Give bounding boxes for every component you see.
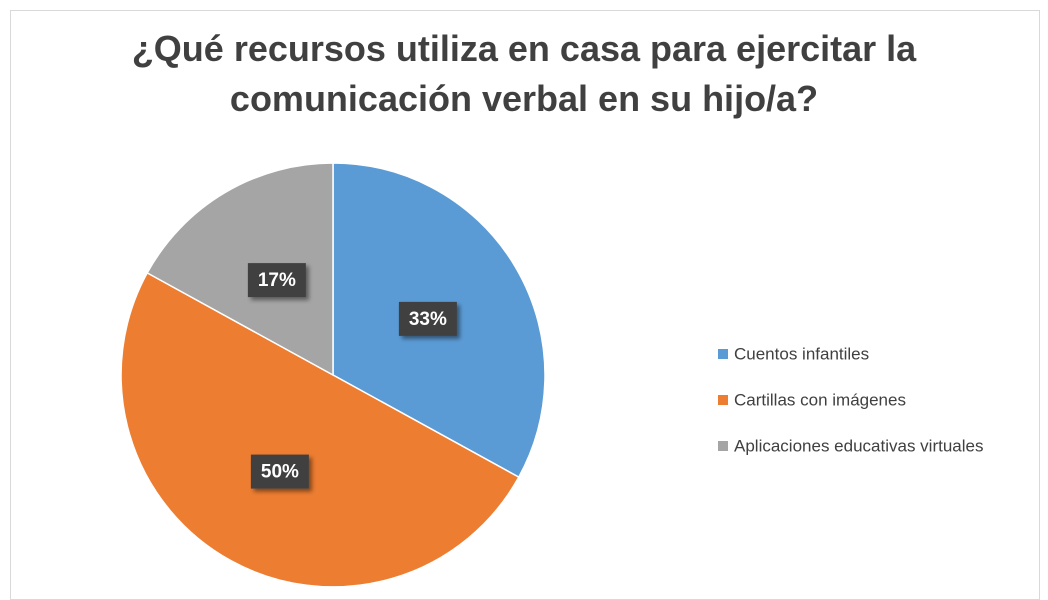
- data-label-box: [247, 263, 306, 298]
- pie-slice: [146, 162, 334, 377]
- data-label-box: [398, 301, 457, 336]
- data-label: 17%: [258, 270, 296, 291]
- legend-swatch: [718, 395, 728, 405]
- legend-label: Cuentos infantiles: [734, 344, 869, 363]
- data-label-box: [250, 454, 309, 489]
- pie-slice: [120, 271, 520, 588]
- data-label: 33%: [409, 309, 447, 330]
- legend-swatch: [718, 441, 728, 451]
- legend-swatch: [718, 349, 728, 359]
- legend-label: Aplicaciones educativas virtuales: [734, 436, 983, 455]
- legend-label: Cartillas con imágenes: [734, 390, 906, 409]
- data-label: 50%: [261, 462, 299, 483]
- chart-title: ¿Qué recursos utiliza en casa para ejerc…: [131, 28, 917, 119]
